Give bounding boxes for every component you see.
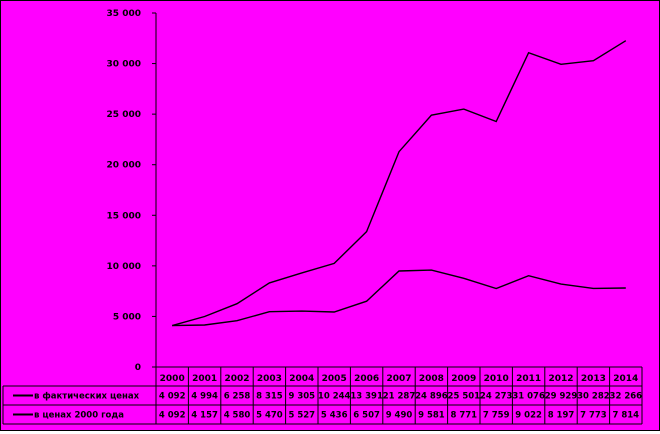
x-tick-label: 2005	[322, 374, 347, 384]
data-label: 5 436	[321, 411, 348, 421]
data-label: 7 814	[612, 411, 639, 421]
x-tick-label: 2004	[289, 374, 314, 384]
series-line-2	[172, 269, 626, 327]
y-tick-label: 30 000	[107, 60, 141, 70]
series-line-1	[172, 40, 627, 327]
data-label: 24 273	[480, 392, 513, 402]
y-tick-label: 5 000	[113, 312, 141, 322]
data-label: 7 773	[580, 411, 607, 421]
data-label: 21 287	[383, 392, 416, 402]
data-label: 8 771	[450, 411, 477, 421]
data-label: 8 197	[548, 411, 575, 421]
x-tick-label: 2014	[613, 374, 638, 384]
x-tick-label: 2011	[516, 374, 541, 384]
x-tick-label: 2008	[419, 374, 444, 384]
x-tick-label: 2012	[548, 374, 573, 384]
data-label: 29 929	[545, 392, 578, 402]
y-tick-label: 20 000	[107, 161, 141, 171]
data-label: 24 896	[415, 392, 448, 402]
data-label: 6 507	[353, 411, 380, 421]
data-label: 9 581	[418, 411, 445, 421]
x-tick-label: 2001	[192, 374, 217, 384]
y-axis-ticks: 0 5 000 10 000 15 000 20 000 25 000 30 000 35 0…	[107, 9, 156, 373]
data-label: 25 501	[448, 392, 481, 402]
x-tick-label: 2000	[160, 374, 185, 384]
data-label: 6 258	[224, 392, 251, 402]
data-label: 9 490	[386, 411, 413, 421]
x-tick-label: 2013	[581, 374, 606, 384]
y-tick-label: 35 000	[107, 9, 141, 19]
data-label: 5 470	[256, 411, 283, 421]
x-tick-label: 2009	[451, 374, 476, 384]
x-tick-label: 2003	[257, 374, 282, 384]
data-label: 30 282	[577, 392, 610, 402]
data-label: 4 092	[159, 411, 186, 421]
data-label: 31 076	[512, 392, 545, 402]
legend-label-2: в ценах 2000 года	[34, 411, 124, 421]
data-table: 2000 2001 2002 2003 2004 2005 2006 2007 2008 2009…	[2, 367, 643, 425]
data-label: 5 527	[288, 411, 315, 421]
data-label: 4 994	[191, 392, 218, 402]
y-tick-label: 15 000	[107, 211, 141, 221]
data-label: 4 580	[224, 411, 251, 421]
data-label: 7 759	[483, 411, 510, 421]
data-label: 4 157	[191, 411, 218, 421]
x-tick-label: 2010	[484, 374, 509, 384]
data-label: 13 391	[350, 392, 383, 402]
axes	[155, 13, 642, 368]
x-tick-label: 2002	[224, 374, 249, 384]
data-label: 9 305	[288, 392, 315, 402]
y-tick-label: 0	[135, 363, 141, 373]
data-label: 4 092	[159, 392, 186, 402]
x-tick-label: 2007	[386, 374, 411, 384]
data-label: 32 266	[610, 392, 643, 402]
data-label: 9 022	[515, 411, 542, 421]
y-tick-label: 25 000	[107, 110, 141, 120]
x-tick-label: 2006	[354, 374, 379, 384]
series-lines	[172, 40, 627, 327]
data-label: 10 244	[318, 392, 351, 402]
y-tick-label: 10 000	[107, 262, 141, 272]
data-label: 8 315	[256, 392, 283, 402]
legend-label-1: в фактических ценах	[34, 392, 140, 402]
